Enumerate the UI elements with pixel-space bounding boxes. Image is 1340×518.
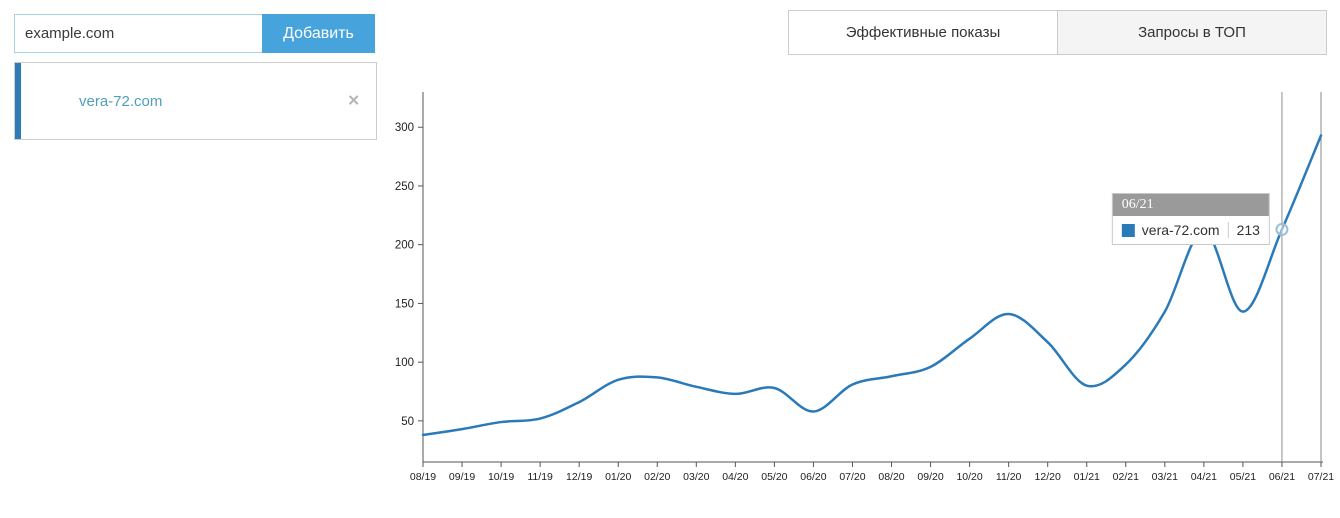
y-tick-label: 250 [395,181,414,193]
active-domain-indicator [15,63,21,139]
tab-effective-impressions[interactable]: Эффективные показы [788,10,1058,55]
x-tick-label: 05/20 [761,471,787,483]
x-tick-label: 06/20 [800,471,826,483]
tooltip-body: vera-72.com 213 [1113,216,1269,244]
domain-input[interactable] [14,14,262,53]
x-tick-label: 09/19 [449,471,475,483]
x-tick-label: 04/21 [1191,471,1217,483]
x-tick-label: 09/20 [917,471,943,483]
x-tick-label: 10/20 [956,471,982,483]
x-tick-label: 03/21 [1152,471,1178,483]
x-tick-label: 01/20 [605,471,631,483]
x-tick-label: 08/20 [878,471,904,483]
domain-list-item[interactable]: vera-72.com ✕ [15,63,376,139]
series-line [421,134,1323,437]
add-domain-button[interactable]: Добавить [262,14,375,53]
tooltip-date: 06/21 [1112,194,1269,217]
chart: 50 100 150 200 250 300 08/19 09/19 10/19 11/19 12/… [385,78,1335,490]
x-tick-label: 07/20 [839,471,865,483]
y-tick-label: 150 [395,298,414,310]
y-tick-label: 100 [395,357,414,369]
x-tick-label: 02/20 [644,471,670,483]
x-tick-label: 11/20 [996,471,1022,483]
hover-point-marker [1275,222,1289,236]
line-chart-svg[interactable]: 50 100 150 200 250 300 08/19 09/19 10/19 11/19 12/… [385,78,1335,490]
tooltip-series-name: vera-72.com [1141,222,1220,239]
x-tick-label: 02/21 [1113,471,1139,483]
x-tick-label: 07/21 [1308,471,1334,483]
series-swatch-icon [1121,223,1135,237]
x-tick-label: 12/20 [1035,471,1061,483]
tab-queries-top[interactable]: Запросы в ТОП [1058,10,1327,55]
x-tick-label: 08/19 [410,471,436,483]
y-tick-label: 200 [395,240,414,252]
domain-list: vera-72.com ✕ [14,62,377,140]
x-tick-label: 03/20 [683,471,709,483]
x-tick-label: 04/20 [722,471,748,483]
chart-tooltip: 06/21 vera-72.com 213 [1111,193,1270,246]
x-tick-label: 10/19 [488,471,514,483]
x-tick-label: 12/19 [566,471,592,483]
y-tick-label: 300 [395,122,414,134]
y-tick-label: 50 [401,416,414,428]
x-tick-label: 01/21 [1074,471,1100,483]
domain-name-link[interactable]: vera-72.com [79,92,163,110]
add-domain-form: Добавить [14,14,375,53]
x-tick-label: 06/21 [1269,471,1295,483]
tab-bar: Эффективные показы Запросы в ТОП [788,10,1327,55]
x-tick-label: 11/19 [527,471,553,483]
x-tick-label: 05/21 [1230,471,1256,483]
remove-domain-icon[interactable]: ✕ [347,92,360,110]
tooltip-value: 213 [1227,222,1260,239]
